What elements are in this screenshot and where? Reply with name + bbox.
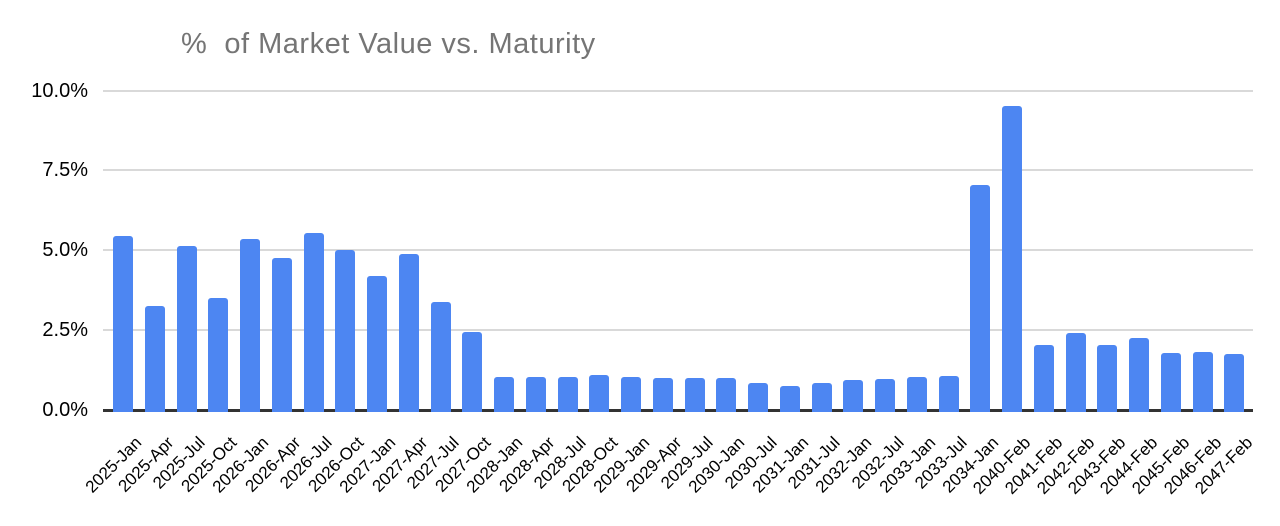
- bar-2027-Apr[interactable]: [398, 253, 419, 412]
- bar-2026-Jan[interactable]: [240, 239, 260, 412]
- bar-2028-Jul[interactable]: [557, 376, 578, 412]
- bar-2043-Feb[interactable]: [1097, 344, 1118, 412]
- bar-2034-Jan[interactable]: [970, 184, 991, 412]
- bar-2031-Jul[interactable]: [811, 383, 832, 412]
- bar-2028-Oct[interactable]: [589, 374, 610, 412]
- bar-2025-Apr[interactable]: [144, 305, 165, 412]
- bar-2041-Feb[interactable]: [1033, 344, 1054, 412]
- bar-2033-Jul[interactable]: [938, 375, 959, 412]
- bar-2029-Jan[interactable]: [621, 377, 641, 412]
- bar-2029-Jul[interactable]: [684, 378, 705, 412]
- bar-2047-Feb[interactable]: [1224, 354, 1245, 412]
- bar-2046-Feb[interactable]: [1192, 351, 1213, 412]
- gridline: [103, 169, 1253, 172]
- gridline: [103, 249, 1253, 252]
- gridline: [103, 89, 1253, 92]
- bar-2029-Apr[interactable]: [652, 378, 673, 412]
- bar-2042-Feb[interactable]: [1065, 333, 1086, 412]
- bar-2026-Apr[interactable]: [271, 257, 292, 412]
- y-axis-tick-label: 7.5%: [42, 159, 88, 182]
- y-axis-tick-label: 2.5%: [42, 319, 88, 342]
- bar-2040-Feb[interactable]: [1002, 106, 1022, 412]
- bar-2028-Jan[interactable]: [494, 377, 514, 412]
- bar-2030-Jan[interactable]: [716, 378, 737, 412]
- bar-2026-Jul[interactable]: [303, 232, 324, 412]
- bar-2044-Feb[interactable]: [1129, 338, 1149, 412]
- bar-2030-Jul[interactable]: [748, 382, 768, 412]
- bar-2045-Feb[interactable]: [1160, 353, 1181, 412]
- bar-2031-Jan[interactable]: [779, 385, 800, 412]
- y-axis-tick-label: 10.0%: [31, 79, 88, 102]
- bar-2027-Oct[interactable]: [462, 332, 483, 412]
- bar-2033-Jan[interactable]: [906, 377, 927, 412]
- bar-2025-Jul[interactable]: [176, 246, 197, 412]
- bar-2028-Apr[interactable]: [525, 376, 546, 412]
- bar-2027-Jan[interactable]: [367, 276, 387, 412]
- bar-2032-Jul[interactable]: [875, 379, 895, 412]
- bar-2032-Jan[interactable]: [843, 380, 864, 412]
- bar-2025-Oct[interactable]: [208, 297, 229, 412]
- bar-2026-Oct[interactable]: [335, 250, 356, 412]
- chart-title: % of Market Value vs. Maturity: [181, 28, 596, 60]
- x-axis-line: [103, 409, 1253, 412]
- y-axis-tick-label: 5.0%: [42, 239, 88, 262]
- bar-2027-Jul[interactable]: [430, 302, 451, 412]
- y-axis-tick-label: 0.0%: [42, 399, 88, 421]
- bar-2025-Jan[interactable]: [113, 235, 133, 412]
- gridline: [103, 329, 1253, 332]
